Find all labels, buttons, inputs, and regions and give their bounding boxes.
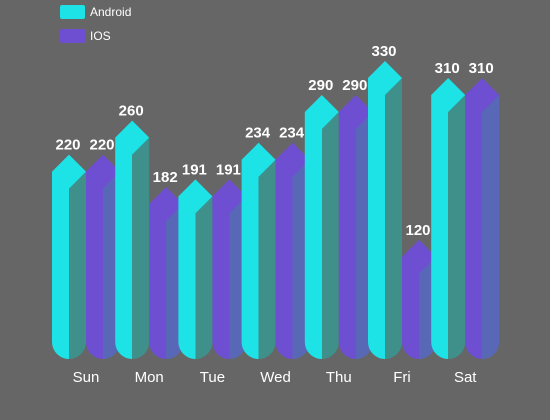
legend-swatch-android bbox=[60, 5, 85, 19]
bar-ios-mon bbox=[149, 204, 184, 359]
legend: Android IOS bbox=[60, 5, 131, 43]
x-tick-label: Tue bbox=[200, 369, 225, 386]
bar-cap-android-thu bbox=[304, 95, 339, 130]
bar-android-sun bbox=[52, 171, 86, 359]
bar-cap-android-wed bbox=[241, 142, 276, 177]
x-tick-label: Thu bbox=[326, 369, 352, 386]
x-axis: Sun Mon Tue Wed Thu Fri Sat bbox=[73, 369, 478, 386]
bar-cap-ios-mon bbox=[149, 187, 184, 222]
x-tick-label: Sat bbox=[454, 369, 477, 386]
bar-ios-sat bbox=[465, 95, 500, 359]
data-label-android-mon: 260 bbox=[119, 103, 144, 120]
x-tick-label: Mon bbox=[135, 369, 164, 386]
bar-cap-ios-wed bbox=[275, 142, 310, 177]
data-label-ios-tue: 191 bbox=[216, 161, 241, 178]
bar-android-thu bbox=[304, 112, 339, 359]
x-tick-label: Sun bbox=[73, 369, 100, 386]
bar-cap-ios-sat bbox=[465, 78, 500, 113]
bar-android-sat bbox=[431, 95, 466, 359]
bar-ios-wed bbox=[275, 159, 310, 359]
x-tick-label: Wed bbox=[260, 369, 291, 386]
bar-cap-android-tue bbox=[178, 179, 213, 214]
data-label-ios-sun: 220 bbox=[89, 137, 114, 154]
bar-android-wed bbox=[241, 159, 276, 359]
bar-cap-ios-sun bbox=[86, 154, 120, 189]
bar-cap-android-fri bbox=[368, 61, 402, 95]
data-label-ios-thu: 290 bbox=[342, 77, 367, 94]
bar-ios-sun bbox=[86, 171, 120, 359]
data-label-android-fri: 330 bbox=[371, 43, 396, 60]
bar-android-mon bbox=[115, 137, 150, 359]
legend-label-android: Android bbox=[90, 5, 131, 19]
bar-cap-ios-thu bbox=[338, 95, 373, 130]
data-label-android-thu: 290 bbox=[308, 77, 333, 94]
data-label-android-tue: 191 bbox=[182, 161, 207, 178]
bar-cap-ios-fri bbox=[402, 239, 436, 274]
legend-label-ios: IOS bbox=[90, 29, 111, 43]
x-tick-label: Fri bbox=[393, 369, 411, 386]
bar-android-tue bbox=[178, 196, 213, 359]
bar-cap-android-sat bbox=[431, 78, 466, 113]
data-label-android-sun: 220 bbox=[55, 137, 80, 154]
data-label-ios-wed: 234 bbox=[279, 125, 305, 142]
data-label-ios-mon: 182 bbox=[153, 169, 178, 186]
bar-cap-ios-tue bbox=[212, 179, 247, 214]
bar-android-fri bbox=[368, 78, 402, 359]
bar-cap-android-sun bbox=[52, 154, 86, 189]
bar-cap-android-mon bbox=[115, 120, 150, 155]
data-label-ios-fri: 120 bbox=[405, 222, 430, 239]
data-label-android-sat: 310 bbox=[435, 60, 460, 77]
bar-ios-tue bbox=[212, 196, 247, 359]
legend-swatch-ios bbox=[60, 29, 85, 43]
data-label-android-wed: 234 bbox=[245, 125, 271, 142]
bar-ios-thu bbox=[338, 112, 373, 359]
bar-ios-fri bbox=[402, 256, 436, 359]
data-label-ios-sat: 310 bbox=[469, 60, 494, 77]
